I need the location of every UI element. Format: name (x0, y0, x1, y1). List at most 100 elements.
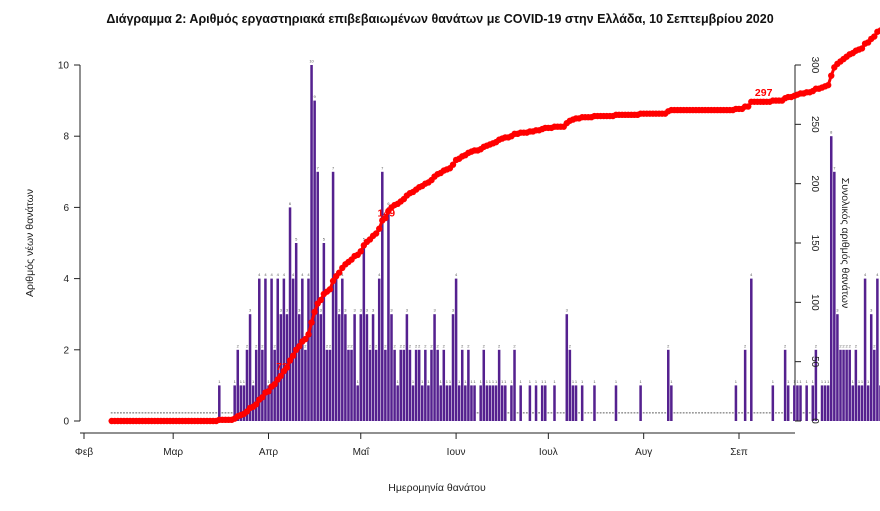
bar-value-label: 1 (735, 379, 738, 384)
y-left-tick-label: 10 (58, 61, 70, 72)
zero-mark (802, 412, 805, 414)
bar-value-label: 4 (455, 272, 458, 277)
zero-mark (538, 412, 541, 414)
zero-mark (652, 412, 654, 414)
zero-mark (178, 412, 181, 414)
bar-value-label: 1 (267, 379, 270, 384)
bar (863, 278, 867, 421)
bar-value-label: 1 (421, 379, 424, 384)
zero-mark (163, 412, 165, 414)
bar (424, 349, 427, 421)
zero-mark (556, 412, 559, 414)
bar-value-label: 1 (799, 379, 802, 384)
bar-value-label: 2 (855, 343, 858, 348)
bar (390, 314, 393, 421)
bar-value-label: 3 (249, 308, 252, 313)
bar (371, 314, 375, 421)
y-right-tick-label: 50 (809, 356, 820, 368)
x-tick-label: Φεβ (75, 447, 93, 458)
zero-mark (116, 412, 119, 414)
bar (497, 349, 501, 421)
zero-mark (156, 412, 159, 414)
zero-mark (605, 412, 608, 414)
cumulative-point (372, 230, 380, 237)
zero-mark (664, 412, 667, 414)
bar (833, 171, 836, 421)
y-left-ticks: 0 2 4 6 8 10 (58, 61, 80, 428)
bar-value-label: 7 (381, 165, 384, 170)
bar (374, 349, 378, 421)
bar-value-label: 5 (323, 237, 326, 242)
cumulative-point (259, 394, 266, 401)
y-right-tick-label: 250 (809, 116, 820, 133)
bar-value-label: 2 (569, 343, 572, 348)
bar-value-label: 2 (437, 343, 440, 348)
bar-value-label: 5 (295, 237, 298, 242)
bar-value-label: 2 (369, 343, 372, 348)
plot-area: 1121123124241424343645342410973522743432… (58, 27, 880, 458)
zero-mark (153, 412, 156, 414)
bar-value-label: 5 (363, 237, 366, 242)
bar-value-label: 9 (314, 94, 317, 99)
zero-mark (808, 412, 811, 414)
zero-mark (184, 412, 187, 414)
bar (242, 385, 246, 421)
bar (614, 385, 618, 421)
cumulative-point (871, 33, 878, 40)
bar (276, 278, 279, 421)
y-right-tick-label: 100 (809, 294, 820, 311)
bar (350, 349, 353, 421)
zero-mark (701, 412, 703, 414)
bar-value-label: 2 (326, 343, 329, 348)
zero-mark (655, 412, 657, 414)
zero-mark (679, 412, 682, 414)
bar (430, 349, 433, 421)
bar-value-label: 1 (867, 379, 870, 384)
bar (783, 349, 787, 421)
bar (310, 65, 313, 421)
bar-value-label: 2 (400, 343, 403, 348)
bar-value-label: 1 (458, 379, 461, 384)
bar (248, 314, 252, 421)
bar (571, 385, 575, 421)
zero-mark (762, 412, 765, 414)
zero-mark (765, 412, 768, 414)
zero-mark (759, 412, 762, 414)
x-tick-label: Ιουν (447, 447, 466, 458)
bar (857, 385, 861, 421)
bar-value-label: 1 (495, 379, 498, 384)
bar-value-label: 3 (566, 308, 569, 313)
cumulative-point (277, 372, 285, 380)
zero-mark (227, 412, 230, 414)
zero-mark (612, 412, 614, 414)
cumulative-point (296, 343, 303, 350)
zero-mark (150, 412, 153, 414)
zero-mark (532, 412, 534, 414)
bar-value-label: 4 (283, 272, 286, 277)
bar (258, 278, 261, 421)
bar-value-label: 1 (464, 379, 467, 384)
bar-value-label: 6 (387, 201, 390, 206)
bar-value-label: 2 (461, 343, 464, 348)
cumulative-point (286, 357, 294, 364)
bar-value-label: 4 (264, 272, 267, 277)
cumulative-point (265, 388, 272, 395)
bar-value-label: 1 (639, 379, 642, 384)
zero-mark (147, 412, 150, 414)
bar (421, 385, 424, 421)
bar-value-label: 4 (307, 272, 310, 277)
bar-value-label: 2 (784, 343, 787, 348)
bar-value-label: 4 (378, 272, 381, 277)
zero-mark (175, 412, 178, 414)
bar (359, 314, 363, 421)
bar-value-label: 1 (510, 379, 513, 384)
bar-value-label: 1 (449, 379, 452, 384)
zero-mark (212, 412, 215, 414)
y-right-ticks: 0 50 100 150 200 250 300 (795, 57, 820, 424)
bar (796, 385, 799, 421)
bar-value-label: 2 (415, 343, 418, 348)
bar-value-label: 1 (553, 379, 556, 384)
bar-value-label: 1 (861, 379, 864, 384)
zero-mark (199, 412, 202, 414)
cumulative-point (858, 45, 866, 52)
